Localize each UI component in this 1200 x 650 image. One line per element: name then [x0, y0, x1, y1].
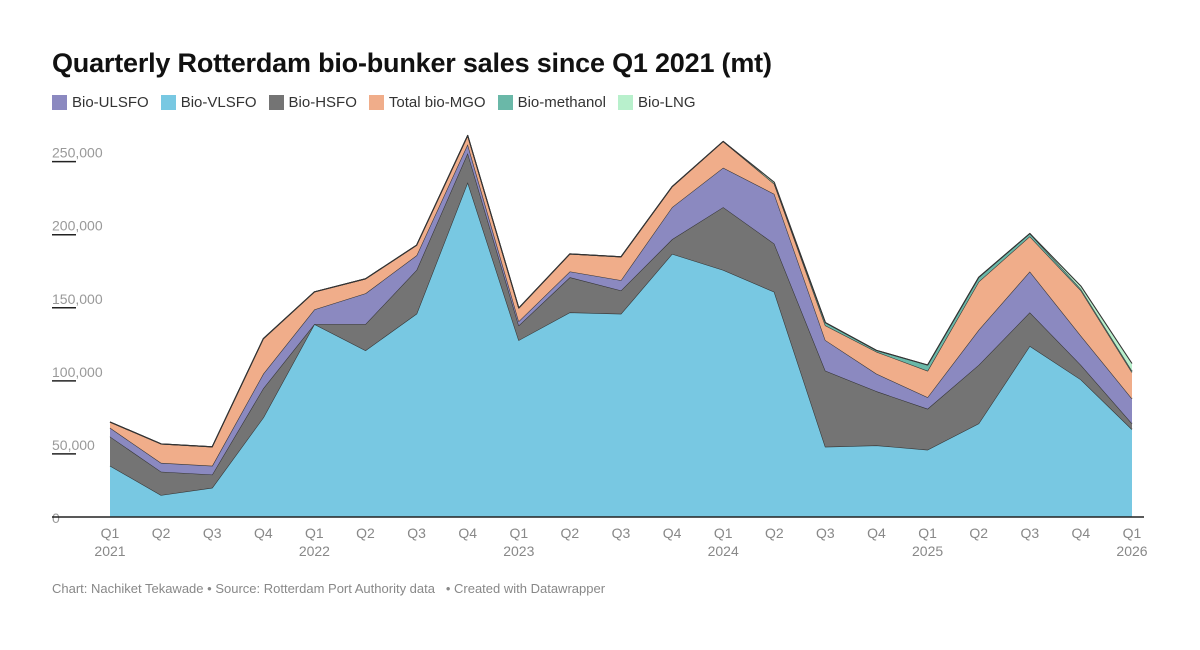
x-tick-label: Q1	[509, 525, 528, 541]
x-tick-label: Q2	[152, 525, 171, 541]
legend-item-total-bio-mgo: Total bio-MGO	[368, 94, 486, 111]
legend-swatch-bio-ulsfo	[52, 95, 67, 110]
y-tick-label: 50,000	[52, 437, 95, 453]
area-bio-vlsfo	[110, 182, 1132, 518]
area-bio-hsfo	[110, 153, 1132, 496]
legend-item-bio-vlsfo: Bio-VLSFO	[160, 94, 257, 111]
area-edge-bio-lng	[109, 134, 1133, 448]
legend-label-bio-hsfo: Bio-HSFO	[288, 94, 357, 111]
x-tick-label: Q2	[969, 525, 988, 541]
footer-source: Source: Rotterdam Port Authority data	[215, 581, 435, 596]
x-tick-label: Q3	[816, 525, 835, 541]
x-tick-label: Q4	[867, 525, 886, 541]
x-tick-label: Q1	[101, 525, 120, 541]
area-total-bio-mgo	[110, 135, 1132, 466]
x-tick-label: Q4	[663, 525, 682, 541]
legend-swatch-bio-methanol	[497, 95, 513, 110]
x-tick-year-label: 2023	[503, 543, 534, 559]
legend-label-bio-ulsfo: Bio-ULSFO	[72, 94, 149, 111]
x-tick-label: Q4	[254, 525, 273, 541]
x-tick-label: Q3	[203, 525, 222, 541]
x-tick-year-label: 2026	[1116, 543, 1147, 559]
x-tick-year-label: 2022	[299, 543, 330, 559]
x-tick-label: Q1	[305, 525, 324, 541]
legend: Bio-ULSFO Bio-VLSFO Bio-HSFO Total bio-M…	[52, 94, 708, 111]
y-tick-label: 150,000	[52, 291, 103, 307]
x-tick-label: Q3	[407, 525, 426, 541]
x-tick-year-label: 2021	[94, 543, 125, 559]
footer-sep-1: •	[207, 581, 216, 596]
legend-swatch-bio-hsfo	[268, 95, 284, 110]
x-tick-year-label: 2025	[912, 543, 943, 559]
x-tick-label: Q1	[918, 525, 937, 541]
footer-sep-2: •	[438, 581, 454, 596]
legend-swatch-total-bio-mgo	[368, 95, 384, 110]
legend-item-bio-hsfo: Bio-HSFO	[268, 94, 357, 111]
legend-item-bio-lng: Bio-LNG	[617, 94, 696, 111]
x-tick-label: Q3	[612, 525, 631, 541]
legend-label-bio-methanol: Bio-methanol	[517, 94, 606, 111]
footer-tool: Created with Datawrapper	[454, 581, 606, 596]
legend-swatch-bio-lng	[617, 95, 633, 110]
x-tick-label: Q2	[356, 525, 375, 541]
footer-credit: Chart: Nachiket Tekawade	[52, 581, 204, 596]
chart-title: Quarterly Rotterdam bio-bunker sales sin…	[52, 48, 772, 78]
x-tick-label: Q2	[765, 525, 784, 541]
footer: Chart: Nachiket Tekawade • Source: Rotte…	[52, 581, 605, 596]
legend-swatch-bio-vlsfo	[160, 95, 176, 110]
x-tick-label: Q3	[1020, 525, 1039, 541]
legend-label-bio-lng: Bio-LNG	[637, 94, 696, 111]
y-tick-label: 0	[52, 510, 60, 526]
y-tick-label: 100,000	[52, 364, 103, 380]
legend-item-bio-ulsfo: Bio-ULSFO	[52, 94, 149, 111]
y-tick-label: 250,000	[52, 145, 103, 161]
legend-item-bio-methanol: Bio-methanol	[497, 94, 606, 111]
x-tick-label: Q4	[458, 525, 477, 541]
y-tick-label: 200,000	[52, 218, 103, 234]
x-tick-label: Q1	[1123, 525, 1142, 541]
legend-label-total-bio-mgo: Total bio-MGO	[388, 94, 486, 111]
x-tick-label: Q4	[1072, 525, 1091, 541]
x-tick-label: Q1	[714, 525, 733, 541]
x-tick-year-label: 2024	[708, 543, 739, 559]
x-tick-label: Q2	[561, 525, 580, 541]
legend-label-bio-vlsfo: Bio-VLSFO	[180, 94, 257, 111]
